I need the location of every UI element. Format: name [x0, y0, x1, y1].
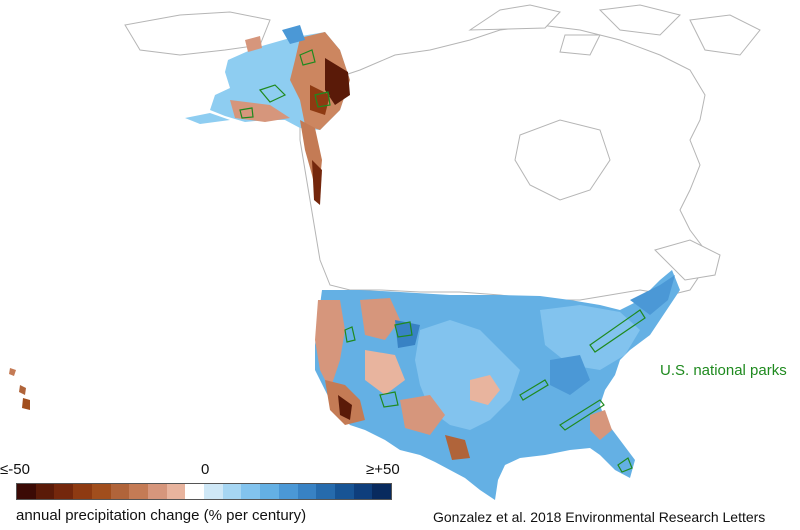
contiguous-us-region	[315, 270, 680, 500]
colorbar-title: annual precipitation change (% per centu…	[16, 507, 307, 524]
colorbar-swatch	[110, 484, 130, 499]
colorbar-swatch	[372, 484, 392, 499]
hawaii-region	[9, 368, 30, 410]
colorbar-min-label: ≤-50	[0, 461, 30, 478]
colorbar	[16, 483, 392, 500]
colorbar-swatch	[316, 484, 335, 499]
colorbar-swatch	[260, 484, 279, 499]
colorbar-swatch	[353, 484, 373, 499]
colorbar-swatch	[73, 484, 92, 499]
colorbar-swatch	[278, 484, 298, 499]
colorbar-swatch	[17, 484, 36, 499]
canada-outline	[124, 4, 761, 301]
parks-label: U.S. national parks	[660, 362, 787, 379]
national-park-outlines	[239, 49, 646, 473]
colorbar-swatch	[222, 484, 242, 499]
colorbar-swatch	[297, 484, 317, 499]
colorbar-swatch	[35, 484, 55, 499]
colorbar-zero-label: 0	[201, 461, 210, 478]
colorbar-swatch	[204, 484, 223, 499]
colorbar-swatch	[241, 484, 261, 499]
colorbar-max-label: ≥+50	[366, 461, 400, 478]
colorbar-swatch	[129, 484, 148, 499]
colorbar-swatch	[185, 484, 205, 499]
colorbar-swatch	[166, 484, 186, 499]
credit-text: Gonzalez et al. 2018 Environmental Resea…	[433, 509, 766, 525]
colorbar-swatch	[334, 484, 354, 499]
colorbar-swatch	[147, 484, 167, 499]
colorbar-swatch	[91, 484, 111, 499]
colorbar-swatch	[54, 484, 74, 499]
alaska-region	[185, 25, 350, 205]
